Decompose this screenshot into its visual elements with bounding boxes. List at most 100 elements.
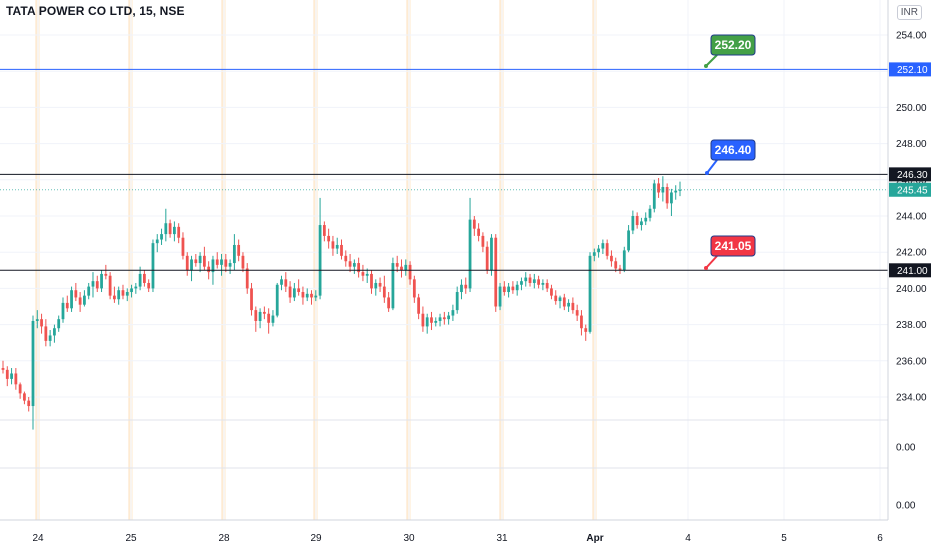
callout-pointer [705,255,718,269]
currency-button[interactable]: INR [896,5,922,20]
candle-body [657,183,660,193]
callout-text: 252.20 [715,38,752,52]
time-tick-label: 29 [310,533,322,544]
time-tick-label: 30 [403,533,415,544]
time-tick-label: 24 [32,533,44,544]
candle-body [622,250,626,271]
last-price-label: 245.45 [897,185,928,196]
price-axis[interactable]: 254.00252.00250.00248.00246.00244.00242.… [887,0,932,550]
callout-anchor [704,64,708,68]
candle-body [78,297,82,305]
candle-body [95,281,99,289]
candle-body [331,241,335,249]
candle-body [610,255,613,262]
candle-body [53,328,56,336]
price-tick-label: 244.00 [896,212,927,223]
candle-body [370,273,373,289]
candle-body [241,255,245,269]
candle-body [562,297,566,307]
candle-body [597,248,600,253]
candle-body [237,244,241,256]
time-axis-bg [0,520,932,550]
candle-body [425,317,429,327]
candle-body [545,282,549,289]
candle-body [408,264,412,280]
candle-body [550,288,553,296]
candle-body [391,263,395,309]
horizontal-lines[interactable] [0,68,888,271]
candle-body [117,290,121,300]
candle-body [314,295,318,298]
price-line-label-bg [889,62,931,77]
candle-body [554,295,558,302]
candle-body [74,290,78,298]
candle-body [524,277,528,282]
candle-body [280,279,283,285]
annotations[interactable]: 252.20 246.40 241.05 [704,34,756,270]
candle-body [344,255,348,262]
candle-body [481,235,485,247]
candle-body [61,302,65,320]
candle-body [652,183,656,209]
candle-body [104,273,108,276]
callout-box [710,139,756,161]
price-tick-label: 242.00 [896,248,927,259]
candle-body [35,319,39,321]
candle-body [1,368,5,370]
candle-body [532,279,536,283]
candle-body [198,255,202,264]
candle-body [108,275,112,296]
candle-body [365,273,369,276]
price-tick-label: 250.00 [896,103,927,114]
candle-body [151,243,155,289]
candle-body [412,279,416,298]
candle-body [327,235,331,242]
time-tick-label: Apr [586,533,603,544]
candle-body [57,319,61,329]
candle-body [190,259,193,271]
price-line-label: 241.00 [897,266,928,277]
candle-body [665,187,669,204]
price-line-label: 246.30 [897,170,928,181]
candle-body [348,261,352,267]
candle-body [155,239,159,244]
candle-body [400,266,403,271]
candle-body [91,281,95,287]
candle-body [207,266,211,273]
candle-body [442,317,446,320]
candle-body [14,373,18,385]
candle-body [468,219,472,289]
callout-anchor [704,266,708,270]
callout-pointer [705,54,718,67]
candle-body [138,273,142,287]
price-tick-label: 234.00 [896,393,927,404]
candle-body [494,237,498,307]
candle-body [232,244,236,264]
candle-body [87,286,91,296]
time-tick-label: 4 [685,533,691,544]
price-line-label-bg [889,167,931,182]
candle-body [194,259,198,264]
candles [1,176,682,430]
candle-body [631,216,635,231]
candle-body [592,252,596,256]
candle-body [588,255,592,332]
time-tick-label: 31 [496,533,508,544]
time-tick-label: 25 [125,533,137,544]
candle-body [284,279,288,287]
candle-body [472,219,476,229]
candle-body [490,237,493,271]
time-axis[interactable]: 24 25 28 29 30 31 Apr 4 5 6 [0,519,932,550]
candle-body [498,286,502,307]
candle-body [262,311,266,314]
candle-body [305,293,309,298]
candle-body [258,311,262,321]
candle-body [177,226,181,238]
candle-body [27,400,31,407]
pane-tick-label: 0.00 [896,501,916,512]
candle-body [100,273,103,289]
candle-body [44,326,48,341]
candle-body [447,315,451,320]
candle-body [310,293,313,298]
